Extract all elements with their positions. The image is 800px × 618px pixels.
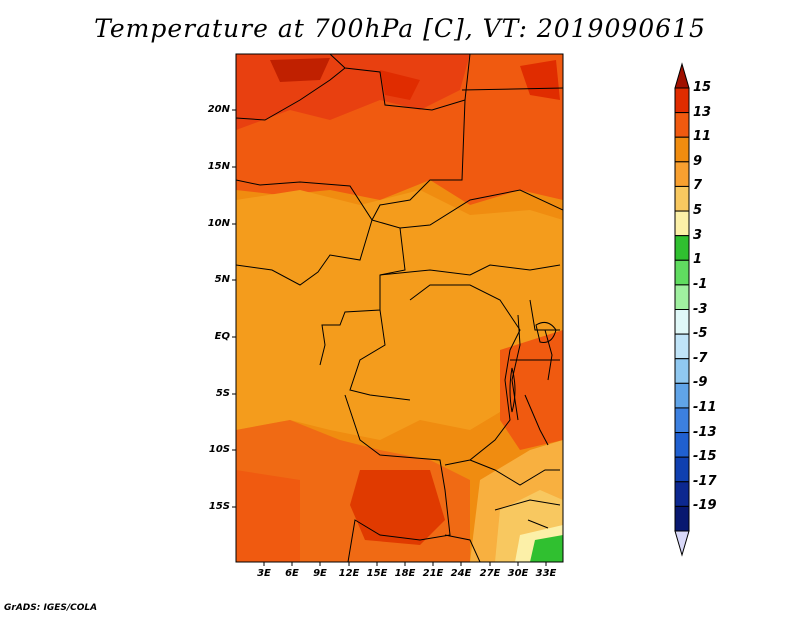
grads-credit: GrADS: IGES/COLA [4,603,98,613]
colorbar-label: 9 [693,153,703,169]
colorbar-label: 3 [693,227,703,243]
chart-title: Temperature at 700hPa [C], VT: 201909061… [94,14,706,43]
colorbar-swatch [674,505,690,532]
colorbar-swatch [674,481,690,507]
colorbar-label: 13 [693,104,712,120]
lat-label-5s: 5S [215,388,230,399]
lake-outlines [509,321,557,529]
colorbar-swatch [674,284,690,310]
lat-label-5n: 5N [214,274,230,285]
colorbar-swatch [674,456,690,483]
country-borders [236,54,563,562]
temperature-field [236,54,563,562]
colorbar [674,62,690,557]
colorbar-label: 7 [693,178,703,194]
colorbar-swatch [674,161,690,187]
lon-label-3e: 3E [257,568,271,579]
colorbar-swatch [674,333,690,360]
colorbar-label: -17 [693,473,717,489]
map-frame [235,53,564,563]
lon-label-18e: 18E [394,568,416,579]
lon-label-30e: 30E [507,568,529,579]
colorbar-label: -9 [693,375,708,391]
lat-label-20n: 20N [207,104,230,115]
axis-ticks [232,109,547,566]
colorbar-label: 1 [693,252,703,268]
colorbar-label: -19 [693,498,717,514]
colorbar-swatch [674,358,690,384]
colorbar-swatch [674,112,690,138]
lat-label-eq: EQ [214,331,230,342]
lon-label-21e: 21E [422,568,444,579]
colorbar-swatch [674,259,690,286]
colorbar-swatch [674,210,690,237]
colorbar-swatch [674,136,690,163]
colorbar-swatch [674,382,690,409]
colorbar-label: -13 [693,424,717,440]
lon-label-15e: 15E [366,568,388,579]
colorbar-swatch [674,309,690,335]
colorbar-label: -11 [693,399,717,415]
colorbar-label: 15 [693,80,712,95]
colorbar-swatch [674,407,690,434]
colorbar-top-arrow [674,62,690,89]
lat-label-10s: 10S [208,444,230,455]
colorbar-label: -5 [693,326,708,342]
lon-label-6e: 6E [285,568,299,579]
colorbar-swatch [674,87,690,114]
colorbar-label: 11 [693,129,712,145]
lat-label-10n: 10N [207,218,230,229]
colorbar-label: -1 [693,276,708,292]
lon-label-27e: 27E [479,568,501,579]
colorbar-label: -7 [693,350,708,366]
colorbar-label: -3 [693,301,708,317]
colorbar-swatch [674,185,690,212]
lon-label-12e: 12E [338,568,360,579]
lat-label-15n: 15N [207,161,230,172]
colorbar-swatch [674,432,690,458]
lon-label-9e: 9E [313,568,327,579]
lon-label-24e: 24E [450,568,472,579]
colorbar-label: -15 [693,449,717,465]
colorbar-swatch [674,235,690,261]
lat-label-15s: 15S [208,501,230,512]
colorbar-bottom-arrow [674,530,690,557]
lon-label-33e: 33E [535,568,557,579]
colorbar-label: 5 [693,203,703,219]
